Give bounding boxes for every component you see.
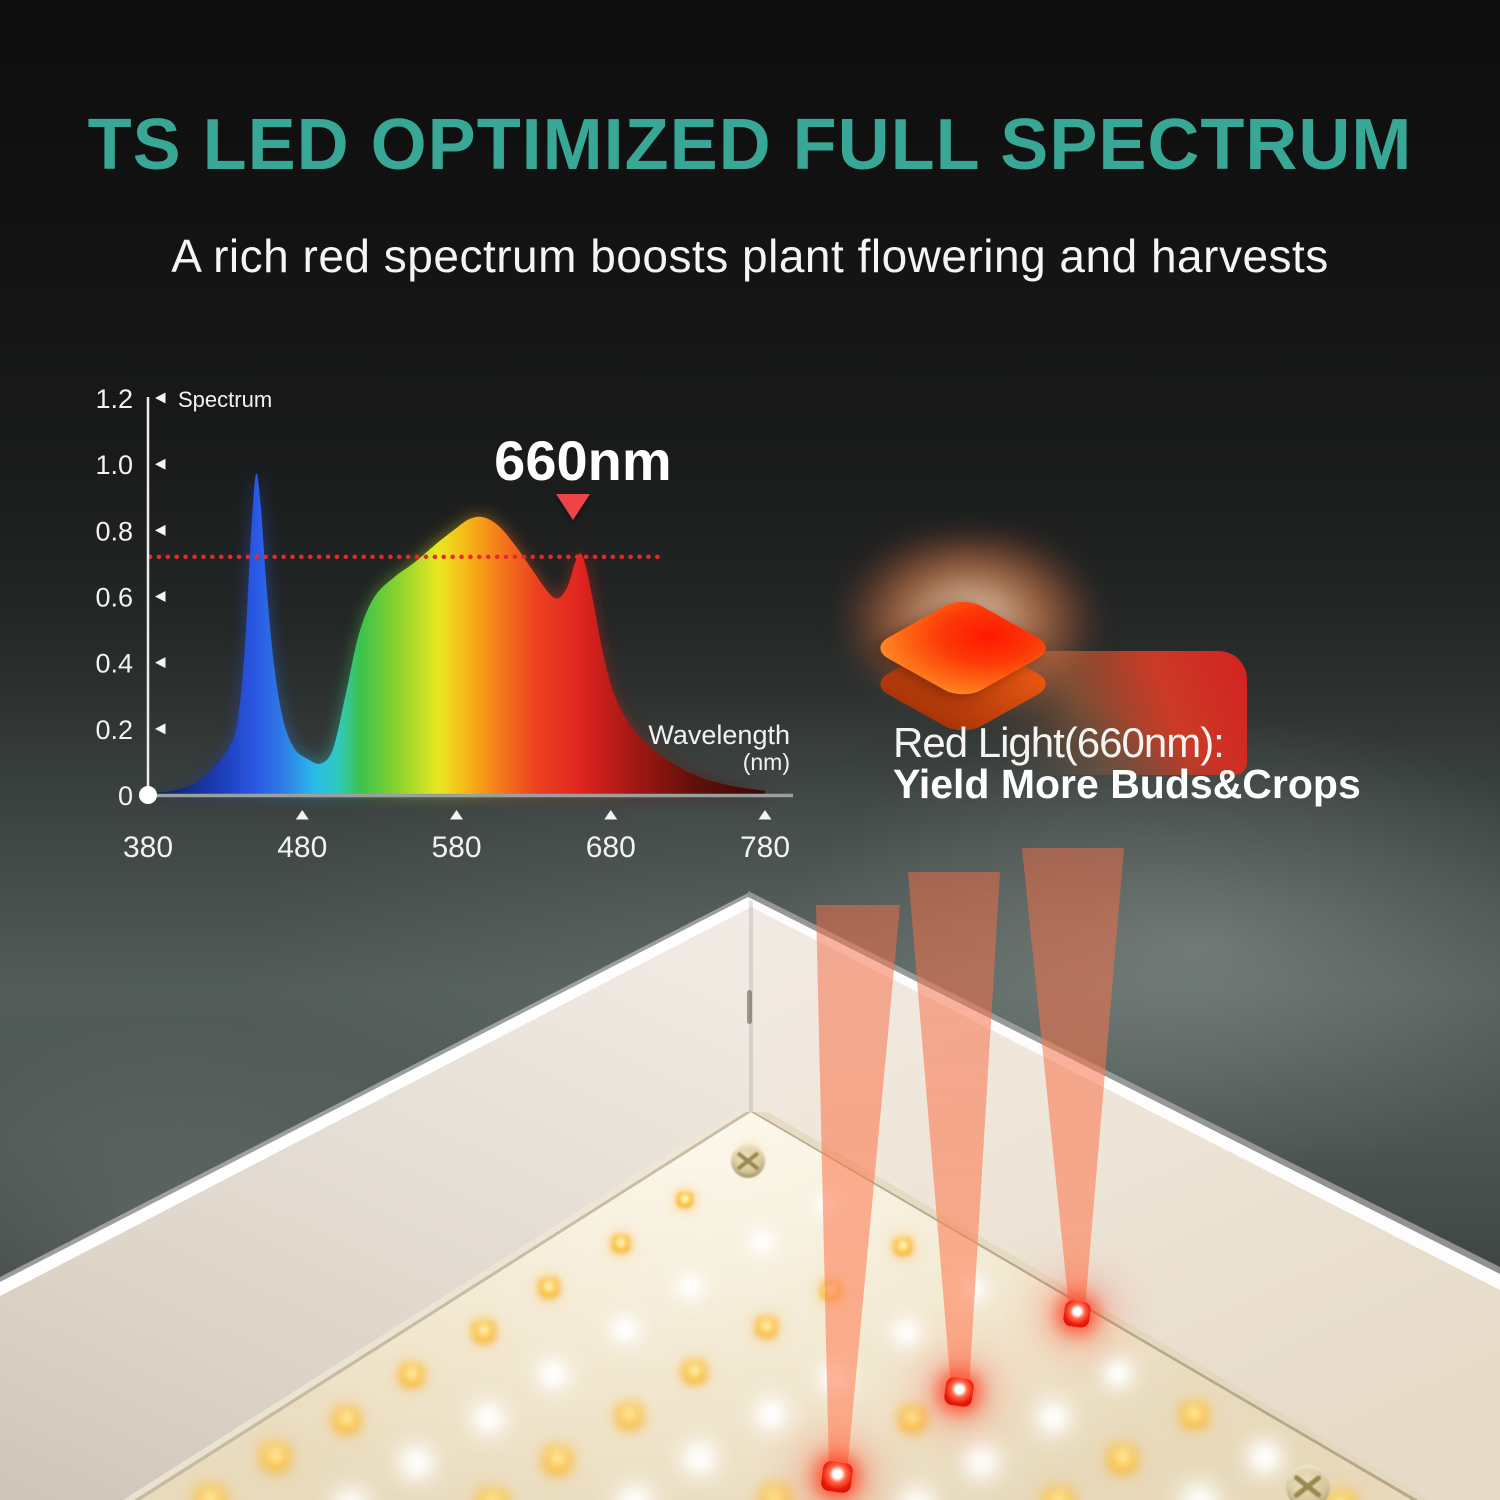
- x-tick-label: 780: [740, 831, 790, 864]
- white-led-dot: [893, 1319, 921, 1347]
- peak-annotation-label: 660nm: [494, 429, 672, 492]
- white-led-dot: [754, 1397, 789, 1432]
- y-tick-arrow-icon: [155, 458, 166, 470]
- warm-led-dot: [1180, 1401, 1209, 1430]
- y-tick-label: 1.2: [95, 384, 133, 414]
- warm-led-dot: [333, 1407, 360, 1434]
- warm-led-dot: [676, 1191, 694, 1209]
- warm-led-dot: [615, 1402, 644, 1431]
- warm-led-dot: [472, 1320, 496, 1344]
- white-led-dot: [538, 1359, 569, 1390]
- warm-led-dot: [398, 1362, 425, 1389]
- white-led-dot: [676, 1272, 704, 1300]
- white-led-dot: [1248, 1441, 1281, 1474]
- page-subtitle: A rich red spectrum boosts plant floweri…: [171, 230, 1329, 282]
- x-tick-arrow-icon: [758, 810, 772, 820]
- warm-led-dot: [195, 1486, 226, 1500]
- y-tick-label: 0.8: [95, 516, 133, 546]
- white-led-dot: [616, 1484, 653, 1500]
- warm-led-dot: [262, 1444, 289, 1471]
- y-tick-arrow-icon: [155, 591, 166, 603]
- warm-led-dot: [1108, 1445, 1137, 1474]
- y-tick-label: 0.4: [95, 649, 133, 679]
- x-tick-arrow-icon: [604, 810, 618, 820]
- x-axis-title-line2: (nm): [742, 749, 790, 775]
- screw-icon: [1286, 1465, 1330, 1500]
- white-led-dot: [398, 1444, 435, 1481]
- x-tick-label: 380: [123, 831, 173, 864]
- callout-benefit: Yield More Buds&Crops: [893, 761, 1361, 807]
- x-tick-label: 580: [431, 831, 481, 864]
- red-led-chip-icon: [827, 532, 1113, 763]
- spectrum-area: [148, 473, 765, 794]
- series-label: Spectrum: [178, 387, 272, 412]
- y-tick-label: 0: [118, 781, 133, 811]
- warm-led-dot: [611, 1234, 631, 1254]
- red-led-dot: [820, 1460, 854, 1494]
- white-led-dot: [610, 1315, 640, 1345]
- x-tick-label: 680: [586, 831, 636, 864]
- x-axis-title: Wavelength (nm): [648, 720, 790, 775]
- screw-icon: [731, 1144, 765, 1178]
- peak-annotation-arrow-icon: [555, 494, 590, 520]
- spectrum-chart: 1.2 1.0 0.8 0.6 0.4 0.2 0 Spectrum 380 480 580 680 7…: [95, 384, 793, 864]
- warm-led-dot: [542, 1445, 573, 1476]
- warm-led-dot: [899, 1406, 926, 1433]
- y-tick-arrow-icon: [155, 392, 166, 404]
- x-tick-arrow-icon: [295, 810, 309, 820]
- x-tick-arrow-icon: [450, 810, 463, 820]
- callout-heading: Red Light(660nm):: [893, 719, 1225, 766]
- red-led-dot: [1062, 1299, 1092, 1329]
- warm-led-dot: [759, 1484, 791, 1500]
- spectrum-chart-canvas: 1.2 1.0 0.8 0.6 0.4 0.2 0 Spectrum 380 480 580 680 7…: [95, 384, 793, 864]
- page-title: TS LED OPTIMIZED FULL SPECTRUM: [87, 105, 1413, 185]
- y-tick-label: 1.0: [95, 450, 133, 480]
- white-led-dot: [472, 1402, 505, 1435]
- white-led-dot: [682, 1441, 717, 1476]
- warm-led-dot: [1043, 1488, 1074, 1500]
- y-tick-label: 0.6: [95, 583, 133, 613]
- y-tick-label: 0.2: [95, 715, 133, 745]
- y-tick-arrow-icon: [155, 657, 166, 669]
- white-led-dot: [1104, 1359, 1132, 1387]
- corner-hinge-mark: [747, 990, 752, 1024]
- warm-led-dot: [477, 1489, 508, 1500]
- red-led-dot: [943, 1376, 975, 1408]
- y-tick-arrow-icon: [155, 524, 166, 536]
- origin-dot: [139, 786, 157, 804]
- white-led-dot: [963, 1443, 1000, 1480]
- warm-led-dot: [538, 1277, 560, 1299]
- white-led-dot: [1037, 1401, 1070, 1434]
- x-tick-label: 480: [277, 831, 327, 864]
- warm-led-dot: [755, 1316, 778, 1339]
- x-axis-title-line1: Wavelength: [648, 720, 790, 750]
- warm-led-dot: [892, 1236, 914, 1258]
- white-led-dot: [750, 1230, 774, 1254]
- y-tick-arrow-icon: [155, 723, 166, 735]
- warm-led-dot: [682, 1360, 707, 1385]
